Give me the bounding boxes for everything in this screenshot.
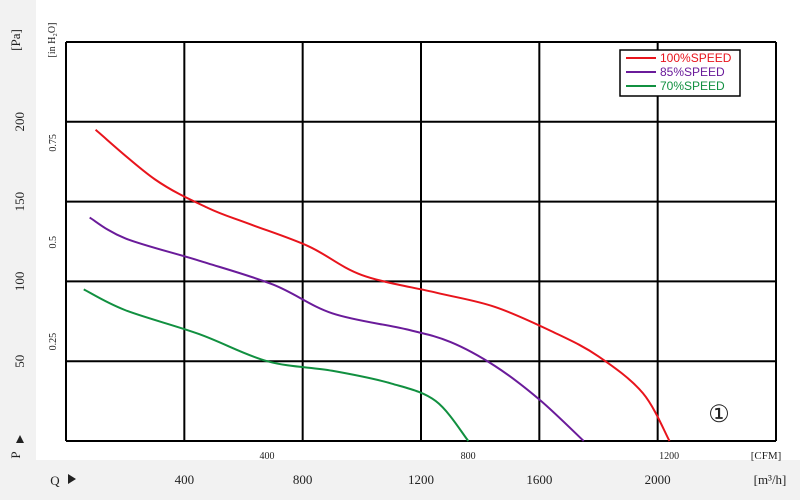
x-tick-label: 1200 — [408, 472, 434, 487]
legend-entry: 85%SPEED — [660, 65, 725, 79]
x-tick-label: 2000 — [645, 472, 671, 487]
y-secondary-tick-label: 0.5 — [48, 236, 59, 249]
y-secondary-unit-label: [in H₂O] — [47, 23, 58, 58]
y-tick-label: 200 — [12, 112, 27, 132]
y-tick-label: 50 — [12, 355, 27, 368]
x-secondary-tick-label: 1200 — [659, 451, 679, 462]
y-axis-arrow-icon — [16, 435, 24, 443]
left-axis-band — [0, 0, 36, 500]
x-axis-label: Q — [50, 473, 60, 488]
y-secondary-tick-label: 0.25 — [48, 333, 59, 351]
x-tick-label: 400 — [175, 472, 195, 487]
curve-annotation: ① — [708, 402, 730, 428]
y-tick-labels: 50 100 150 200 — [12, 112, 27, 368]
x-axis-arrow-icon — [68, 474, 76, 484]
x-tick-labels: 400 800 1200 1600 2000 — [175, 472, 671, 487]
x-secondary-tick-labels: 400 800 1200 — [260, 451, 680, 462]
y-tick-label: 150 — [12, 192, 27, 212]
y-secondary-tick-label: 0.75 — [48, 134, 59, 152]
grid — [65, 41, 777, 442]
legend-entry: 100%SPEED — [660, 51, 732, 65]
x-secondary-tick-label: 400 — [260, 451, 275, 462]
series-line-1 — [89, 216, 585, 442]
x-secondary-tick-label: 800 — [461, 451, 476, 462]
x-unit-label: [m³/h] — [754, 472, 787, 487]
y-unit-label: [Pa] — [8, 29, 23, 51]
y-tick-label: 100 — [12, 272, 27, 292]
series-line-2 — [83, 288, 470, 442]
legend-entry: 70%SPEED — [660, 79, 725, 93]
y-secondary-tick-labels: 0.25 0.5 0.75 — [48, 134, 59, 350]
x-tick-label: 800 — [293, 472, 313, 487]
series-line-0 — [94, 129, 671, 442]
x-secondary-unit-label: [CFM] — [751, 450, 782, 462]
bottom-axis-band — [0, 460, 800, 500]
curves — [83, 129, 671, 442]
y-axis-label: P — [8, 451, 23, 458]
x-tick-label: 1600 — [526, 472, 552, 487]
